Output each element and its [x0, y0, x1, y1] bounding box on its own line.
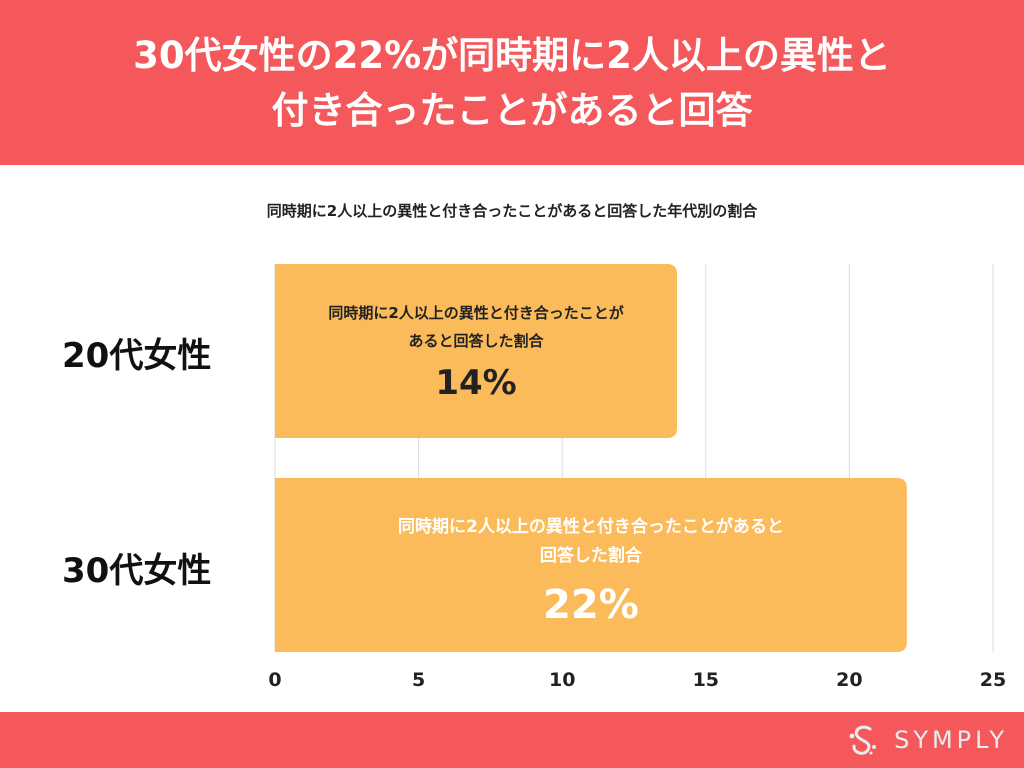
- x-tick-label: 10: [549, 669, 575, 691]
- bar-value-label: 14%: [435, 363, 516, 403]
- symply-s-icon: [849, 725, 877, 755]
- x-tick-label: 20: [836, 669, 862, 691]
- bar-label-text: 同時期に2人以上の異性と付き合ったことが: [328, 304, 624, 322]
- category-label: 20代女性: [62, 336, 211, 376]
- page-title-line-1: 30代女性の22%が同時期に2人以上の異性と: [133, 33, 891, 77]
- brand-logo: SYMPLY: [844, 722, 1008, 758]
- bar: [275, 478, 907, 652]
- chart-subtitle: 同時期に2人以上の異性と付き合ったことがあると回答した年代別の割合: [266, 202, 758, 220]
- page-title-line-2: 付き合ったことがあると回答: [271, 88, 753, 132]
- bar: [275, 264, 678, 438]
- header-banner: 30代女性の22%が同時期に2人以上の異性と 付き合ったことがあると回答: [0, 0, 1024, 165]
- bar-label-text: 同時期に2人以上の異性と付き合ったことがあると: [398, 516, 784, 537]
- x-tick-label: 0: [268, 669, 281, 691]
- bar-value-label: 22%: [543, 582, 639, 628]
- x-tick-label: 15: [693, 669, 719, 691]
- x-tick-label: 5: [412, 669, 425, 691]
- category-label: 30代女性: [62, 551, 211, 591]
- footer-banner: SYMPLY: [0, 712, 1024, 768]
- bar-label-text: あると回答した割合: [409, 332, 545, 350]
- bar-label-text: 回答した割合: [540, 545, 643, 566]
- x-tick-label: 25: [980, 669, 1006, 691]
- logo-text: SYMPLY: [894, 726, 1008, 754]
